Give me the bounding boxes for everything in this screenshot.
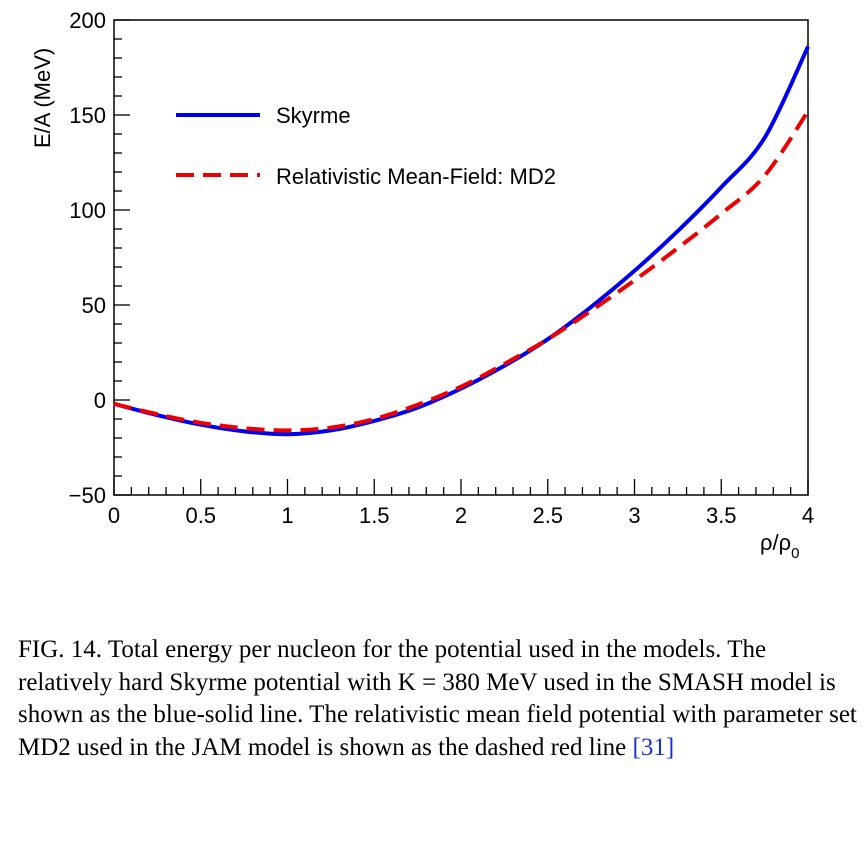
x-tick-label: 1.5 bbox=[359, 503, 390, 528]
x-axis-title-subscript: 0 bbox=[791, 545, 799, 562]
caption-text: FIG. 14. Total energy per nucleon for th… bbox=[18, 636, 857, 761]
legend: Skyrme Relativistic Mean-Field: MD2 bbox=[176, 103, 556, 189]
plot-frame bbox=[113, 19, 809, 496]
y-tick-labels: −50 0 50 100 150 200 bbox=[69, 8, 106, 508]
y-axis-title: E/A (MeV) bbox=[30, 48, 55, 148]
x-tick-label: 3.5 bbox=[706, 503, 737, 528]
series-layer bbox=[113, 45, 810, 437]
x-tick-label: 3 bbox=[628, 503, 640, 528]
y-tick-label: 150 bbox=[69, 103, 106, 128]
legend-label-skyrme: Skyrme bbox=[276, 103, 351, 128]
figure-caption: FIG. 14. Total energy per nucleon for th… bbox=[18, 634, 864, 764]
x-tick-label: 1 bbox=[281, 503, 293, 528]
x-tick-labels: 0 0.5 1 1.5 2 2.5 3 3.5 4 bbox=[108, 503, 814, 528]
y-tick-label: −50 bbox=[69, 483, 106, 508]
axis-ticks bbox=[113, 19, 809, 496]
y-tick-label: 100 bbox=[69, 198, 106, 223]
x-axis-title-main: ρ/ρ bbox=[760, 530, 791, 555]
y-tick-label: 0 bbox=[94, 388, 106, 413]
legend-label-md2: Relativistic Mean-Field: MD2 bbox=[276, 164, 556, 189]
x-tick-label: 0.5 bbox=[185, 503, 216, 528]
y-tick-label: 200 bbox=[69, 8, 106, 33]
x-tick-label: 2.5 bbox=[532, 503, 563, 528]
x-tick-label: 2 bbox=[455, 503, 467, 528]
caption-reference-link[interactable]: [31] bbox=[632, 733, 675, 761]
x-axis-title: ρ/ρ0 bbox=[760, 530, 800, 562]
series-line-skyrme bbox=[113, 45, 810, 437]
y-tick-label: 50 bbox=[82, 293, 106, 318]
x-tick-label: 4 bbox=[802, 503, 814, 528]
series-line-md2 bbox=[113, 110, 810, 433]
x-tick-label: 0 bbox=[108, 503, 120, 528]
